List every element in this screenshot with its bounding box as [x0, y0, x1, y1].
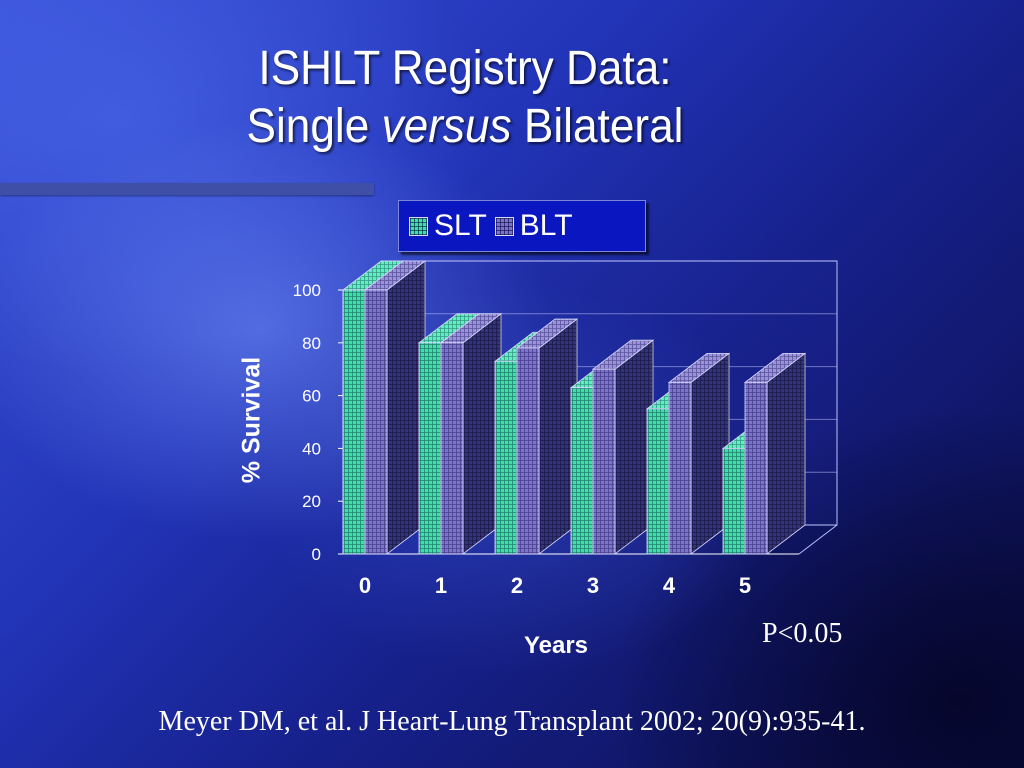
x-axis-label: Years	[523, 632, 589, 659]
slide-title: ISHLT Registry Data: Single versus Bilat…	[37, 40, 893, 156]
bar-blt-year-5	[743, 352, 807, 555]
bar-blt-year-3-face	[592, 368, 616, 555]
title-single: Single	[246, 100, 370, 153]
chart-legend: SLT BLT	[398, 200, 646, 252]
title-line-1: ISHLT Registry Data:	[258, 42, 672, 95]
y-tick-label: 100	[293, 281, 321, 300]
y-tick-label: 40	[302, 439, 321, 458]
bar-slt-year-4-face	[646, 408, 670, 555]
bar-blt-year-1	[439, 312, 503, 555]
x-tick-label: 0	[359, 573, 371, 598]
legend-label-blt: BLT	[519, 209, 573, 242]
bar-slt-year-2-face	[494, 360, 518, 555]
legend-swatch-slt	[409, 216, 428, 236]
title-versus: versus	[381, 100, 512, 153]
y-axis-label: % Survival	[237, 356, 266, 484]
bar-blt-year-2-face	[516, 347, 540, 555]
bar-blt-year-5-face	[744, 381, 768, 555]
bar-blt-year-0-face	[364, 289, 388, 555]
legend-item-slt: SLT	[409, 209, 487, 243]
floor-edge	[798, 524, 838, 555]
bar-blt-year-5-face	[766, 352, 806, 555]
x-tick-label: 3	[587, 573, 599, 598]
title-underline-bar	[0, 183, 374, 195]
x-tick-label: 2	[511, 573, 523, 598]
y-tick-label: 20	[302, 492, 321, 511]
bar-slt-year-1-face	[418, 342, 442, 555]
citation: Meyer DM, et al. J Heart-Lung Transplant…	[158, 706, 866, 737]
bar-blt-year-0	[363, 260, 427, 555]
x-tick-label: 5	[739, 573, 751, 598]
p-value-note: P<0.05	[762, 618, 843, 649]
y-tick-label: 60	[302, 387, 321, 406]
bar-blt-year-3	[591, 339, 655, 555]
x-tick-label: 4	[663, 573, 676, 598]
bar-blt-year-1-face	[440, 342, 464, 555]
bar-blt-year-4-face	[668, 381, 692, 555]
bar-blt-year-2	[515, 318, 579, 555]
y-tick-label: 0	[312, 545, 321, 564]
legend-item-blt: BLT	[494, 209, 573, 243]
bar-blt-year-4	[667, 352, 731, 555]
legend-swatch-blt	[494, 216, 514, 236]
bar-slt-year-0-face	[342, 289, 366, 555]
bar-slt-year-5-face	[722, 447, 746, 555]
x-tick-label: 1	[435, 573, 447, 598]
title-line-2: Single versus Bilateral	[37, 98, 893, 156]
title-bilateral: Bilateral	[523, 100, 684, 153]
y-tick-label: 80	[302, 334, 321, 353]
legend-label-slt: SLT	[434, 209, 487, 242]
bar-slt-year-3-face	[570, 387, 594, 555]
